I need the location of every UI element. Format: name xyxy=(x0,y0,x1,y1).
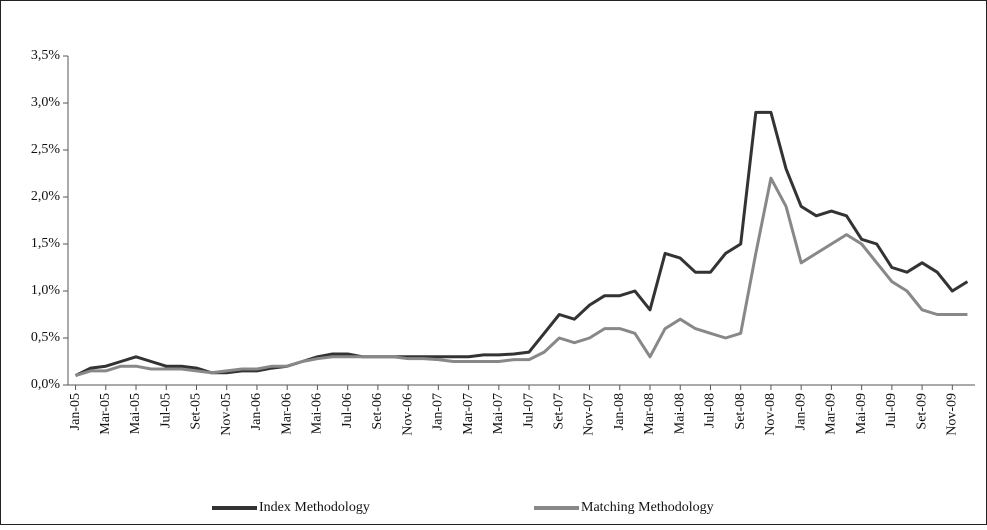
x-tick-label: Set-08 xyxy=(733,393,748,430)
x-tick-label: Mar-09 xyxy=(824,393,839,435)
y-tick-label: 2,5% xyxy=(31,142,61,157)
legend-label: Matching Methodology xyxy=(581,500,714,515)
x-tick-label: Jan-05 xyxy=(68,393,83,430)
x-tick-label: Nov-07 xyxy=(582,393,597,436)
x-tick-label: Mai-09 xyxy=(854,393,869,434)
y-tick-label: 1,5% xyxy=(31,236,61,251)
x-tick-label: Jan-09 xyxy=(793,393,808,430)
x-tick-label: Nov-08 xyxy=(763,393,778,436)
x-tick-label: Mar-07 xyxy=(461,393,476,435)
y-tick-label: 3,0% xyxy=(31,95,61,110)
x-tick-label: Mai-06 xyxy=(310,393,325,434)
y-tick-label: 3,5% xyxy=(31,48,61,63)
x-tick-label: Nov-09 xyxy=(945,393,960,436)
x-tick-label: Set-05 xyxy=(189,393,204,430)
x-tick-label: Jul-06 xyxy=(340,393,355,428)
x-tick-label: Set-09 xyxy=(914,393,929,430)
y-tick-label: 2,0% xyxy=(31,189,61,204)
x-tick-label: Mar-05 xyxy=(98,393,113,435)
series-line xyxy=(74,110,969,377)
x-tick-label: Jul-07 xyxy=(521,393,536,428)
x-tick-label: Set-06 xyxy=(370,393,385,430)
legend-label: Index Methodology xyxy=(259,500,370,515)
x-tick-label: Nov-06 xyxy=(400,393,415,436)
x-tick-label: Mar-08 xyxy=(642,393,657,435)
y-tick-label: 0,0% xyxy=(31,377,61,392)
x-tick-label: Jul-08 xyxy=(703,393,718,428)
x-tick-label: Jan-07 xyxy=(431,393,446,430)
series-line xyxy=(75,176,968,378)
x-tick-label: Jul-05 xyxy=(158,393,173,428)
x-tick-label: Jan-08 xyxy=(612,393,627,430)
x-tick-label: Jul-09 xyxy=(884,393,899,428)
x-tick-label: Nov-05 xyxy=(219,393,234,436)
x-tick-label: Mai-07 xyxy=(491,393,506,434)
x-tick-label: Mai-08 xyxy=(672,393,687,434)
y-tick-label: 0,5% xyxy=(31,330,61,345)
x-tick-label: Set-07 xyxy=(552,393,567,430)
y-tick-label: 1,0% xyxy=(31,283,61,298)
x-tick-label: Mar-06 xyxy=(279,393,294,435)
x-tick-label: Mai-05 xyxy=(128,393,143,434)
x-tick-label: Jan-06 xyxy=(249,393,264,430)
